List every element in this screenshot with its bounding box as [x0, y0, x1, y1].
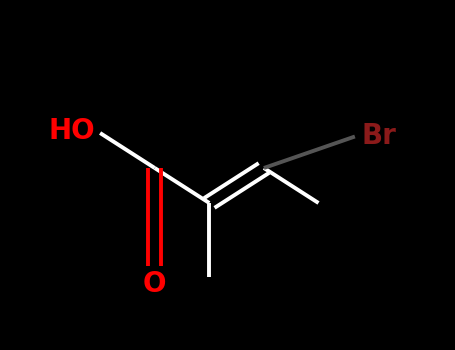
- Text: Br: Br: [362, 122, 397, 150]
- Text: O: O: [143, 270, 167, 298]
- Text: HO: HO: [49, 117, 96, 145]
